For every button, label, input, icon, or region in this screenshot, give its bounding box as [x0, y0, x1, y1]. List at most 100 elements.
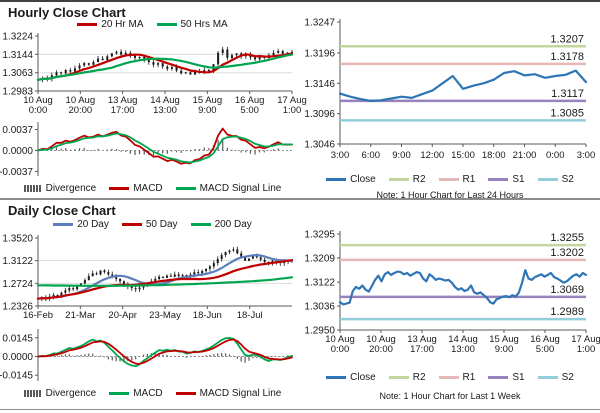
candle-body [72, 288, 75, 290]
x-tick-label: 16-Feb [23, 310, 53, 321]
candle-body [224, 252, 227, 256]
legend-swatch-50-day [121, 223, 142, 226]
candle-body [212, 263, 215, 267]
candle-body [152, 62, 155, 65]
candle-body [95, 273, 98, 275]
candle-body [115, 51, 118, 54]
x-tick-label: 15:00 [451, 150, 475, 161]
candle-body [207, 70, 210, 72]
pivot-value-label-r1: 1.3178 [550, 51, 584, 63]
legend-item-200-day: 200 Day [190, 219, 252, 230]
candle-body [69, 70, 72, 72]
candle-body [193, 272, 196, 275]
legend-label: 50 Hrs MA [180, 19, 228, 30]
macd-line [37, 337, 293, 368]
legend-swatch-r2 [388, 376, 409, 379]
y-tick-label: 1.3036 [304, 302, 335, 313]
legend-swatch-divergence [23, 185, 42, 192]
candle-body [226, 49, 229, 58]
legend-swatch-s1 [488, 178, 509, 181]
legend-item-macd: MACD [109, 183, 163, 194]
legend-swatch-20-day [53, 223, 74, 226]
legend-item-s1: S1 [488, 372, 525, 383]
candle-body [263, 259, 266, 262]
daily-macd-legend: Divergence MACD MACD Signal Line [20, 388, 285, 399]
x-tick-label: 10 Aug [325, 334, 355, 345]
x-tick-label: 6:00 [362, 150, 381, 161]
legend-item-macd-signal-line: MACD Signal Line [175, 183, 281, 194]
candle-body [158, 276, 161, 280]
legend-swatch-20-hr-ma [77, 23, 98, 26]
candle-body [97, 58, 100, 63]
candle-body [201, 271, 204, 274]
x-tick-label: 17 Aug [277, 95, 307, 106]
candle-body [91, 273, 94, 277]
x-tick-label: 9:00 [392, 150, 411, 161]
x-tick-label: 12:00 [420, 150, 444, 161]
x-tick-label: 10 Aug [23, 95, 53, 106]
x-tick-label: 10 Aug [66, 95, 96, 106]
candle-body [166, 66, 169, 69]
legend-swatch-close [326, 376, 347, 379]
legend-item-s2: S2 [537, 174, 574, 185]
close-line [338, 69, 588, 103]
legend-item-r2: R2 [388, 174, 426, 185]
candle-body [52, 294, 55, 297]
candle-body [130, 286, 133, 289]
pivot-value-label-r1: 1.3202 [550, 247, 584, 259]
candle-body [68, 288, 71, 291]
y-tick-label: 1.3146 [304, 79, 335, 90]
legend-swatch-divergence [23, 390, 42, 397]
candle-body [76, 285, 79, 290]
x-tick-label: 5:00 [240, 105, 259, 116]
candle-body [122, 281, 125, 285]
legend-swatch-r2 [388, 178, 409, 181]
legend-item-20-hr-ma: 20 Hr MA [77, 19, 144, 30]
candle-body [124, 52, 127, 55]
legend-label: Close [350, 372, 376, 383]
close-line [338, 269, 588, 306]
candle-body [217, 52, 220, 65]
daily-ma-legend: 20 Day 50 Day 200 Day [20, 219, 285, 230]
candle-body [291, 51, 293, 53]
x-tick-label: 0:00 [29, 105, 48, 116]
candle-body [115, 276, 118, 280]
candle-body [64, 290, 67, 293]
x-tick-label: 14 Aug [150, 95, 180, 106]
candle-body [185, 275, 188, 277]
legend-item-divergence: Divergence [23, 388, 96, 399]
x-tick-label: 14 Aug [448, 334, 478, 345]
candle-body [147, 59, 150, 63]
legend-label: R2 [412, 372, 426, 383]
legend-label: 200 Day [214, 219, 252, 230]
x-tick-label: 20:00 [369, 344, 393, 355]
x-tick-label: 20:00 [68, 105, 92, 116]
candle-body [133, 55, 136, 58]
candle-body [235, 53, 238, 56]
hourly-chart-title: Hourly Close Chart [8, 5, 126, 20]
candle-body [216, 259, 219, 264]
legend-label: MACD [133, 388, 163, 399]
legend-label: S2 [561, 174, 574, 185]
pivot-value-label-s2: 1.3085 [550, 107, 584, 119]
y-tick-label: 1.3144 [2, 50, 33, 61]
legend-swatch-s1 [488, 376, 509, 379]
hourly-macd-chart: 0.0037 0.0000 -0.0037 [0, 122, 293, 178]
x-tick-label: 17:00 [111, 105, 135, 116]
candle-body [99, 270, 102, 275]
candle-body [208, 266, 211, 269]
legend-label: R2 [412, 174, 426, 185]
y-tick-label: 0.0000 [2, 146, 33, 157]
candle-body [240, 253, 243, 258]
candle-body [175, 67, 178, 71]
y-tick-label: 1.3209 [304, 253, 335, 264]
legend-label: R1 [462, 174, 476, 185]
ma-line-20-day [36, 254, 294, 300]
candle-body [169, 275, 172, 277]
candle-body [177, 274, 180, 277]
legend-label: 20 Hr MA [101, 19, 144, 30]
pivot-value-label-s1: 1.3117 [551, 88, 584, 100]
last-24h-note: Note: 1 Hour Chart for Last 24 Hours [376, 190, 524, 200]
legend-label: 50 Day [145, 219, 178, 230]
